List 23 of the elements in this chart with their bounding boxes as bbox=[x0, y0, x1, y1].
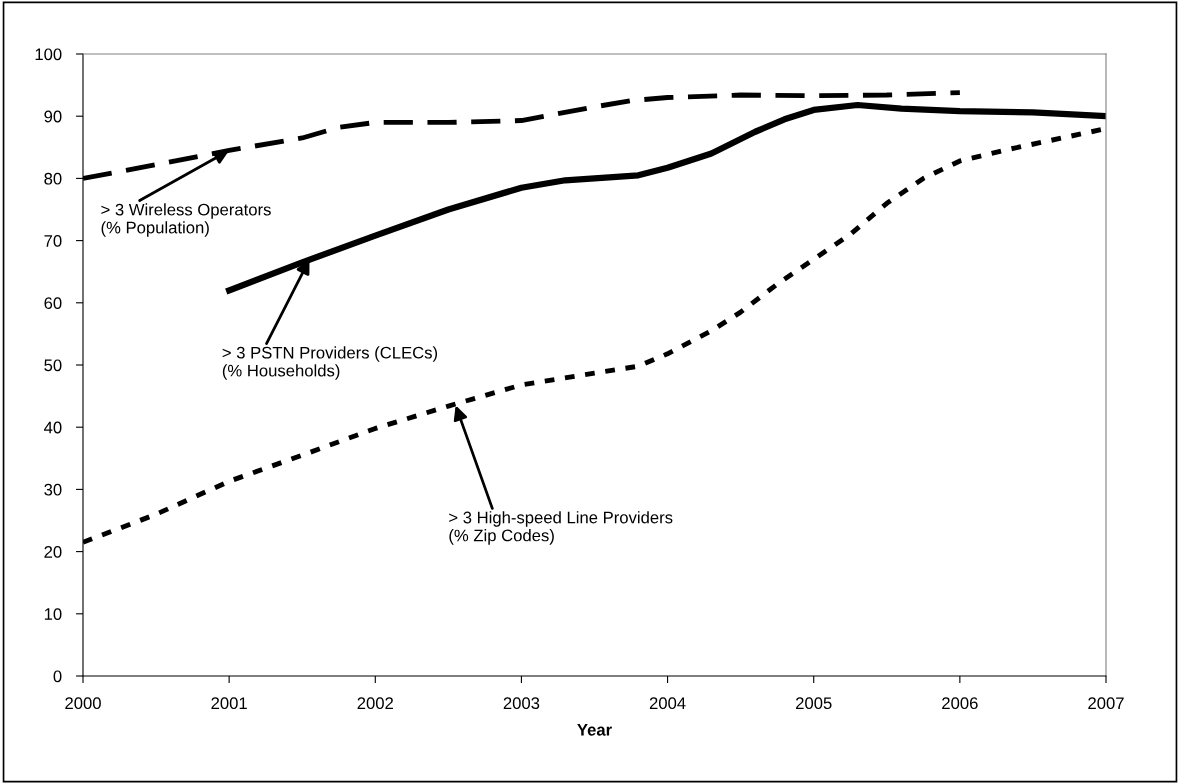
y-tick-label: 20 bbox=[44, 546, 62, 558]
y-tick-label: 50 bbox=[44, 359, 62, 372]
x-tick-label: 2000 bbox=[65, 697, 101, 710]
y-tick-label: 80 bbox=[44, 172, 62, 185]
annotation: > 3 PSTN Providers (CLECs) (% Households) bbox=[222, 346, 438, 380]
x-tick-label: 2004 bbox=[649, 697, 686, 710]
y-tick-label: 0 bbox=[53, 670, 62, 683]
x-tick-label: 2007 bbox=[1088, 697, 1124, 710]
y-tick-label: 100 bbox=[35, 48, 62, 61]
x-tick-label: 2006 bbox=[942, 697, 978, 710]
y-tick-label: 40 bbox=[44, 421, 62, 434]
x-tick-label: 2003 bbox=[503, 697, 540, 710]
annotation: > 3 High-speed Line Providers (% Zip Codes) bbox=[449, 511, 673, 545]
annotation: > 3 Wireless Operators (% Population) bbox=[101, 203, 271, 237]
x-axis-title: Year bbox=[577, 724, 612, 736]
x-tick-label: 2001 bbox=[211, 697, 247, 710]
y-tick-label: 70 bbox=[44, 235, 62, 247]
y-tick-label: 10 bbox=[44, 608, 62, 620]
y-tick-label: 90 bbox=[44, 110, 62, 123]
x-tick-label: 2005 bbox=[796, 697, 832, 710]
x-tick-label: 2002 bbox=[357, 697, 393, 710]
y-tick-label: 30 bbox=[44, 483, 62, 496]
y-tick-label: 60 bbox=[44, 297, 62, 309]
